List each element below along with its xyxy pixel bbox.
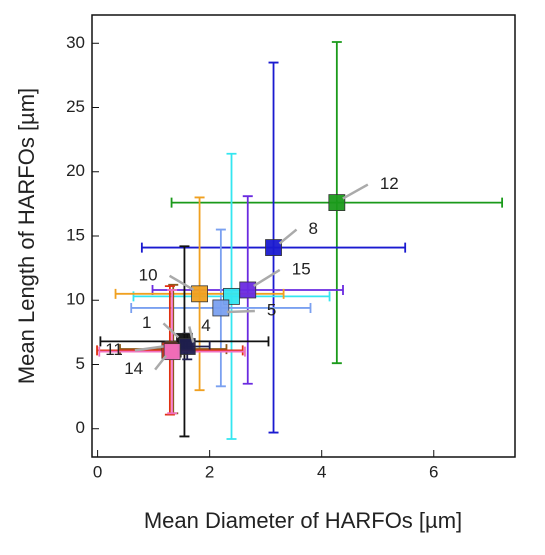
point-label: 10 — [139, 265, 158, 284]
y-tick-label: 30 — [66, 33, 85, 52]
y-axis-label: Mean Length of HARFOs [µm] — [14, 88, 39, 384]
x-tick-label: 6 — [429, 462, 438, 481]
point-label: 8 — [309, 219, 318, 238]
plot-frame — [91, 14, 516, 458]
label-leader — [134, 345, 165, 352]
y-tick-label: 20 — [66, 161, 85, 180]
point-label: 12 — [380, 174, 399, 193]
y-tick-label: 5 — [76, 354, 85, 373]
x-tick-label: 2 — [205, 462, 214, 481]
point-label: 11 — [105, 340, 123, 359]
point-label: 4 — [201, 316, 210, 335]
label-leader — [168, 274, 195, 291]
label-leader — [154, 354, 168, 371]
label-leader — [188, 326, 195, 343]
label-leader — [342, 183, 369, 200]
label-leader — [162, 322, 180, 339]
x-tick-label: 0 — [93, 462, 102, 481]
label-leader — [253, 268, 281, 288]
point-label: 14 — [124, 359, 143, 378]
point-label: 15 — [292, 259, 311, 278]
point-marker — [163, 343, 181, 361]
y-tick-label: 25 — [66, 97, 85, 116]
point-marker — [265, 239, 282, 256]
point-marker — [191, 285, 208, 303]
label-leader — [278, 228, 298, 245]
y-tick-label: 15 — [66, 225, 85, 244]
point-label: 1 — [142, 313, 151, 332]
x-tick-label: 4 — [317, 462, 326, 481]
x-axis-label: Mean Diameter of HARFOs [µm] — [144, 508, 462, 533]
point-marker — [212, 299, 230, 317]
y-tick-label: 0 — [76, 418, 85, 437]
point-label: 5 — [267, 300, 276, 319]
point-marker — [239, 281, 257, 299]
point-marker — [328, 194, 346, 211]
y-tick-label: 10 — [66, 290, 85, 309]
label-leader — [226, 309, 255, 314]
